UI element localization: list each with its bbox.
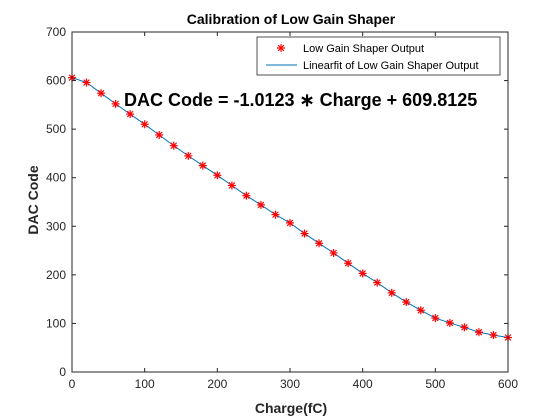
- y-tick-label: 500: [46, 122, 66, 136]
- legend-entry-line-series: Linearfit of Low Gain Shaper Output: [303, 60, 479, 72]
- x-tick-label: 300: [280, 377, 300, 391]
- x-tick-label: 400: [353, 377, 373, 391]
- data-point: [373, 279, 381, 287]
- data-point: [359, 269, 367, 277]
- data-point: [199, 162, 207, 170]
- y-tick-label: 100: [46, 316, 66, 330]
- data-point: [170, 142, 178, 150]
- data-point: [344, 259, 352, 267]
- legend: Low Gain Shaper Output Linearfit of Low …: [257, 37, 500, 75]
- data-point: [213, 171, 221, 179]
- data-point: [301, 230, 309, 238]
- data-point: [184, 152, 192, 160]
- data-point: [271, 211, 279, 219]
- data-point: [315, 239, 323, 247]
- fit-equation-annotation: DAC Code = -1.0123 ∗ Charge + 609.8125: [124, 90, 477, 110]
- data-point: [402, 298, 410, 306]
- x-tick-label: 600: [498, 377, 518, 391]
- data-point: [475, 328, 483, 336]
- data-point: [330, 249, 338, 257]
- y-tick-label: 0: [59, 365, 66, 379]
- chart-title: Calibration of Low Gain Shaper: [187, 11, 396, 27]
- legend-entry-marker-series: Low Gain Shaper Output: [303, 43, 424, 55]
- y-axis-label: DAC Code: [25, 165, 41, 234]
- data-point: [257, 201, 265, 209]
- y-tick-label: 700: [46, 25, 66, 39]
- y-tick-label: 300: [46, 219, 66, 233]
- data-point: [112, 100, 120, 108]
- data-point: [242, 192, 250, 200]
- x-axis-label: Charge(fC): [255, 400, 327, 416]
- data-point: [83, 79, 91, 87]
- data-point: [97, 89, 105, 97]
- y-tick-label: 400: [46, 171, 66, 185]
- data-point: [388, 289, 396, 297]
- legend-star-icon: [277, 44, 285, 52]
- legend-marker-sample: [277, 44, 285, 52]
- data-point: [446, 319, 454, 327]
- x-tick-label: 100: [135, 377, 155, 391]
- data-point: [228, 181, 236, 189]
- y-tick-label: 600: [46, 74, 66, 88]
- x-tick-label: 0: [69, 377, 76, 391]
- data-point: [141, 120, 149, 128]
- x-tick-label: 500: [425, 377, 445, 391]
- data-point: [155, 131, 163, 139]
- data-point: [489, 331, 497, 339]
- data-point: [460, 323, 468, 331]
- data-point: [286, 219, 294, 227]
- data-point: [126, 110, 134, 118]
- data-point: [417, 306, 425, 314]
- data-point: [431, 314, 439, 322]
- x-tick-label: 200: [207, 377, 227, 391]
- y-tick-label: 200: [46, 268, 66, 282]
